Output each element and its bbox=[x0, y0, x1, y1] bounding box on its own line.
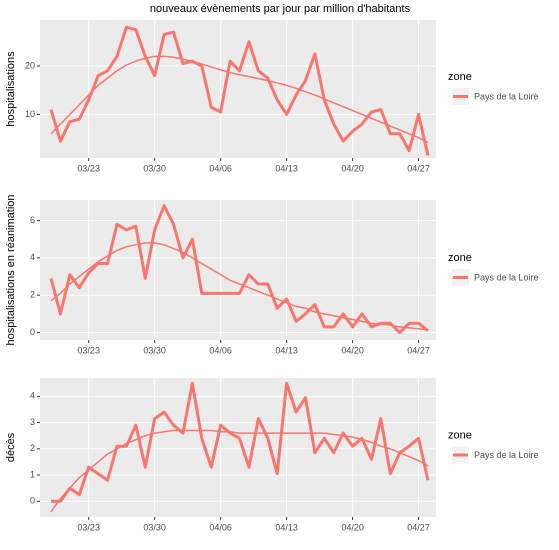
y-tick-label: 3 bbox=[30, 417, 35, 427]
trend-line bbox=[50, 55, 429, 144]
x-tick-label: 04/20 bbox=[341, 163, 364, 173]
legend-label: Pays de la Loire bbox=[474, 450, 539, 460]
x-tick-label: 04/06 bbox=[209, 345, 232, 355]
x-tick-label: 04/06 bbox=[209, 522, 232, 532]
x-tick-label: 04/27 bbox=[407, 163, 430, 173]
x-tick-label: 03/30 bbox=[143, 163, 166, 173]
legend-title: zone bbox=[448, 429, 472, 441]
x-tick-label: 03/23 bbox=[77, 163, 100, 173]
panel-background bbox=[40, 20, 436, 158]
y-tick-label: 6 bbox=[30, 215, 35, 225]
data-line bbox=[51, 381, 430, 503]
legend-title: zone bbox=[448, 252, 472, 264]
y-axis-label: hospitalisations en réanimation bbox=[5, 194, 17, 345]
chart-title: nouveaux évènements par jour par million… bbox=[150, 3, 411, 15]
data-line bbox=[49, 25, 430, 156]
x-tick-label: 04/20 bbox=[341, 522, 364, 532]
legend-title: zone bbox=[448, 71, 472, 83]
y-tick-label: 20 bbox=[25, 60, 35, 70]
x-tick-label: 04/06 bbox=[209, 163, 232, 173]
x-tick-label: 03/23 bbox=[77, 345, 100, 355]
trend-line bbox=[50, 429, 429, 513]
y-tick-label: 1 bbox=[30, 469, 35, 479]
data-line bbox=[49, 204, 429, 335]
y-tick-label: 4 bbox=[30, 252, 35, 262]
x-tick-label: 04/20 bbox=[341, 345, 364, 355]
y-tick-label: 2 bbox=[30, 290, 35, 300]
x-tick-label: 03/30 bbox=[143, 345, 166, 355]
trend-line bbox=[50, 242, 429, 331]
x-tick-label: 03/30 bbox=[143, 522, 166, 532]
x-tick-label: 04/13 bbox=[275, 522, 298, 532]
x-tick-label: 04/27 bbox=[407, 345, 430, 355]
y-tick-label: 10 bbox=[25, 109, 35, 119]
x-tick-label: 04/27 bbox=[407, 522, 430, 532]
x-tick-label: 03/23 bbox=[77, 522, 100, 532]
legend-label: Pays de la Loire bbox=[474, 91, 539, 101]
legend-label: Pays de la Loire bbox=[474, 272, 539, 282]
panel-background bbox=[40, 378, 436, 517]
x-tick-label: 04/13 bbox=[275, 345, 298, 355]
y-tick-label: 0 bbox=[30, 327, 35, 337]
y-axis-label: hospitalisations bbox=[5, 51, 17, 127]
y-tick-label: 2 bbox=[30, 443, 35, 453]
y-tick-label: 0 bbox=[30, 496, 35, 506]
panel-background bbox=[40, 200, 436, 340]
y-tick-label: 4 bbox=[30, 391, 35, 401]
x-tick-label: 04/13 bbox=[275, 163, 298, 173]
y-axis-label: décès bbox=[5, 432, 17, 462]
